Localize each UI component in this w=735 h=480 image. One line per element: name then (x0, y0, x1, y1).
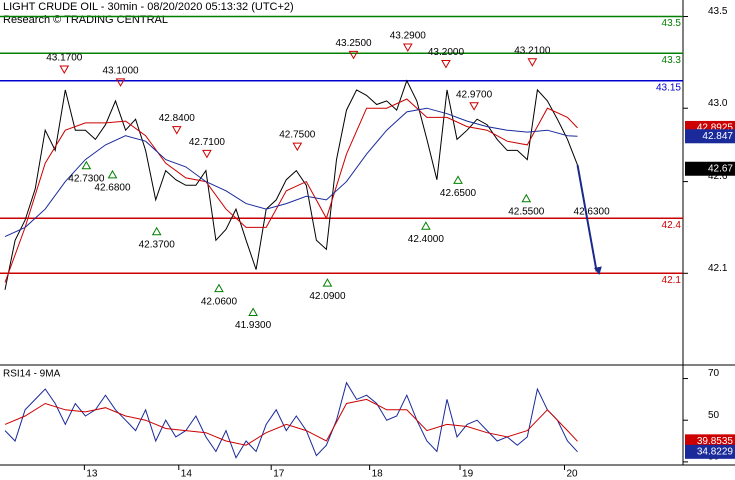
high-label: 43.2500 (335, 38, 372, 49)
level-label: 42.4 (662, 220, 682, 231)
y-tick-label: 42.6 (708, 171, 728, 182)
x-tick-label: 13 (86, 469, 98, 480)
high-label: 43.1000 (102, 66, 139, 77)
high-marker (348, 50, 359, 60)
high-marker (171, 126, 182, 135)
last-value-box (685, 444, 735, 459)
x-tick-label: 14 (181, 469, 193, 480)
high-label: 42.7100 (189, 137, 226, 148)
y-tick-label: 43.0 (708, 98, 728, 109)
series-line (4, 381, 578, 459)
low-marker (151, 226, 162, 236)
forecast-label: 42.6300 (574, 207, 611, 218)
high-label: 43.2000 (428, 47, 465, 58)
last-value-label: 34.8229 (697, 446, 734, 457)
low-label: 42.4000 (408, 234, 445, 245)
low-marker (214, 283, 224, 293)
series-line (4, 79, 578, 290)
low-marker (521, 193, 532, 203)
low-label: 42.0900 (309, 291, 346, 302)
x-tick-label: 19 (462, 469, 474, 480)
high-label: 42.9700 (456, 89, 493, 100)
series-line (4, 98, 578, 283)
low-marker (421, 221, 431, 230)
chart-subtitle: Research © TRADING CENTRAL (3, 14, 168, 26)
high-marker (469, 102, 479, 111)
high-label: 42.7500 (279, 130, 316, 141)
low-marker (453, 175, 463, 184)
low-label: 42.3700 (139, 239, 176, 250)
low-label: 42.5500 (508, 206, 545, 217)
chart-title: LIGHT CRUDE OIL - 30min - 08/20/2020 05:… (3, 1, 294, 13)
series-line (4, 398, 578, 446)
level-label: 43.3 (662, 55, 682, 66)
last-value-label: 42.67 (708, 163, 733, 174)
panel-title: RSI14 - 9MA (3, 369, 61, 380)
low-label: 42.6500 (440, 188, 477, 199)
high-label: 42.8400 (159, 113, 196, 124)
low-label: 42.0600 (201, 296, 238, 307)
high-marker (202, 149, 212, 159)
low-label: 41.9300 (235, 320, 272, 331)
last-value-label: 42.847 (702, 131, 733, 142)
last-value-label: 39.8535 (697, 436, 734, 447)
y-tick-label: 43.5 (708, 6, 728, 17)
y-tick-label: 42.1 (708, 263, 728, 274)
low-label: 42.7300 (68, 173, 105, 184)
y-tick-label: 50 (708, 410, 720, 421)
high-marker (441, 60, 451, 69)
high-marker (527, 58, 538, 67)
high-marker (59, 65, 70, 75)
low-marker (322, 278, 333, 287)
high-label: 43.1700 (46, 53, 83, 64)
level-label: 43.15 (656, 82, 681, 93)
last-value-label: 42.8925 (697, 123, 734, 134)
last-value-box (685, 129, 735, 144)
high-label: 43.2900 (390, 31, 427, 42)
high-marker (115, 78, 126, 87)
low-marker (81, 160, 92, 170)
x-tick-label: 18 (372, 469, 384, 480)
high-marker (292, 142, 303, 152)
high-label: 43.2100 (514, 45, 551, 56)
x-tick-label: 17 (273, 469, 285, 480)
level-label: 42.1 (662, 275, 682, 286)
y-tick-label: 70 (708, 368, 720, 379)
last-value-box (685, 161, 735, 176)
x-tick-label: 20 (566, 469, 578, 480)
low-marker (107, 169, 118, 179)
high-marker (402, 43, 413, 53)
forecast-arrow (576, 164, 602, 276)
series-line (4, 107, 578, 238)
level-label: 43.5 (662, 18, 682, 29)
low-label: 42.6800 (94, 183, 131, 194)
low-marker (248, 307, 258, 316)
